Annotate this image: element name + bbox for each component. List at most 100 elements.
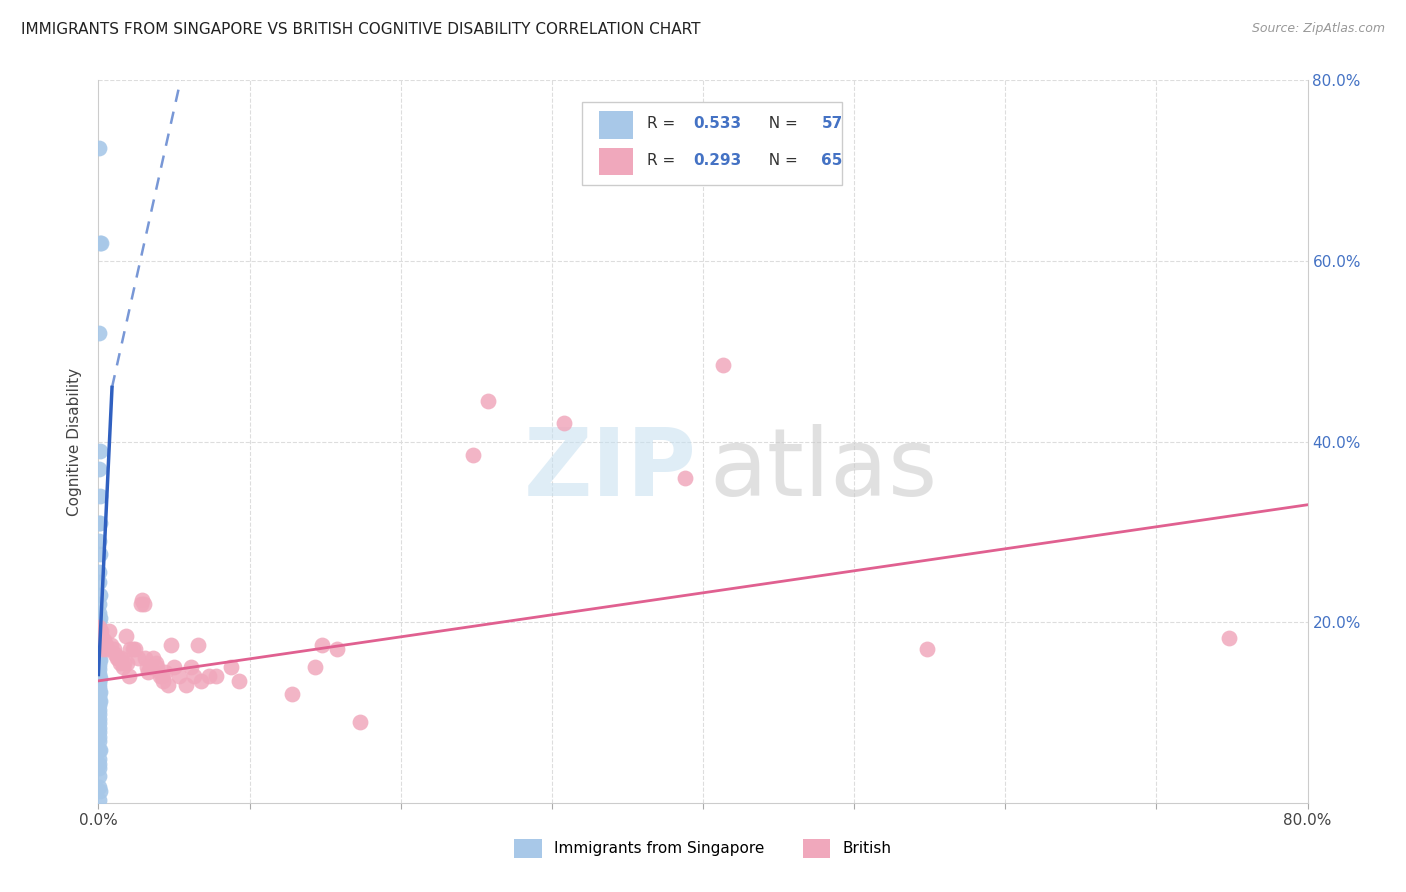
Point <box>108 656 131 670</box>
Point <box>89 653 111 667</box>
Point <box>89 793 111 807</box>
Text: atlas: atlas <box>709 425 938 516</box>
Point <box>89 516 111 530</box>
Point <box>146 660 169 674</box>
Point <box>93 633 115 648</box>
Point <box>89 141 111 155</box>
Point <box>89 721 111 735</box>
Text: R =: R = <box>647 116 681 130</box>
Point <box>163 660 186 674</box>
Legend: Immigrants from Singapore, British: Immigrants from Singapore, British <box>509 833 897 863</box>
Point <box>89 548 111 562</box>
Point <box>89 610 111 624</box>
Point <box>110 651 132 665</box>
Point <box>118 669 141 683</box>
Point <box>139 660 162 674</box>
Point <box>149 669 172 683</box>
Point <box>89 620 111 634</box>
Text: N =: N = <box>759 116 803 130</box>
Point <box>89 635 111 649</box>
Point <box>673 471 696 485</box>
Point <box>115 656 138 670</box>
Point <box>89 743 111 757</box>
Point <box>89 461 111 475</box>
Point <box>142 651 165 665</box>
Text: 57: 57 <box>821 116 842 130</box>
Point <box>89 533 111 548</box>
Point <box>89 671 111 685</box>
Point <box>160 638 183 652</box>
Point <box>89 566 111 580</box>
Bar <box>599 112 633 138</box>
Point <box>304 660 326 674</box>
Point <box>553 417 575 431</box>
Point <box>89 671 111 685</box>
Point <box>89 769 111 783</box>
Point <box>174 678 197 692</box>
Text: Source: ZipAtlas.com: Source: ZipAtlas.com <box>1251 22 1385 36</box>
Point <box>89 615 111 630</box>
Point <box>107 651 129 665</box>
Point <box>112 656 135 670</box>
Point <box>89 597 111 611</box>
Point <box>89 626 111 640</box>
Point <box>89 725 111 739</box>
Bar <box>582 102 842 185</box>
Point <box>90 629 112 643</box>
Point <box>89 684 111 698</box>
Point <box>89 743 111 757</box>
Point <box>167 669 190 683</box>
Point <box>89 703 111 717</box>
Point <box>197 669 219 683</box>
Point <box>915 642 938 657</box>
Point <box>89 752 111 766</box>
Point <box>114 629 136 643</box>
Point <box>89 666 111 681</box>
Point <box>463 448 485 462</box>
Point <box>89 762 111 776</box>
Point <box>89 516 111 530</box>
Point <box>135 660 157 674</box>
Point <box>311 638 333 652</box>
Point <box>89 694 111 708</box>
Point <box>94 638 117 652</box>
Point <box>477 393 499 408</box>
Point <box>89 680 111 694</box>
Point <box>131 592 153 607</box>
Point <box>89 588 111 602</box>
Point <box>89 684 111 698</box>
Point <box>89 734 111 748</box>
Text: N =: N = <box>759 153 803 168</box>
Point <box>156 678 179 692</box>
Text: IMMIGRANTS FROM SINGAPORE VS BRITISH COGNITIVE DISABILITY CORRELATION CHART: IMMIGRANTS FROM SINGAPORE VS BRITISH COG… <box>21 22 700 37</box>
Point <box>122 642 145 657</box>
Point <box>141 660 163 674</box>
Point <box>349 714 371 729</box>
Point <box>190 673 212 688</box>
Point <box>111 660 134 674</box>
Point <box>89 694 111 708</box>
Point <box>89 606 111 620</box>
Point <box>89 662 111 676</box>
Point <box>711 358 734 372</box>
Point <box>104 647 127 661</box>
Y-axis label: Cognitive Disability: Cognitive Disability <box>67 368 83 516</box>
Point <box>89 622 111 636</box>
Point <box>153 665 176 679</box>
Point <box>120 642 142 657</box>
Point <box>89 716 111 731</box>
Text: 0.533: 0.533 <box>693 116 741 130</box>
Point <box>89 574 111 589</box>
Point <box>100 638 122 652</box>
Point <box>152 673 174 688</box>
Point <box>89 631 111 645</box>
Point <box>89 326 111 340</box>
Point <box>89 707 111 722</box>
Point <box>127 651 149 665</box>
Point <box>89 443 111 458</box>
Text: ZIP: ZIP <box>524 425 697 516</box>
Point <box>89 657 111 672</box>
Point <box>96 642 118 657</box>
Text: 65: 65 <box>821 153 842 168</box>
Point <box>105 651 128 665</box>
